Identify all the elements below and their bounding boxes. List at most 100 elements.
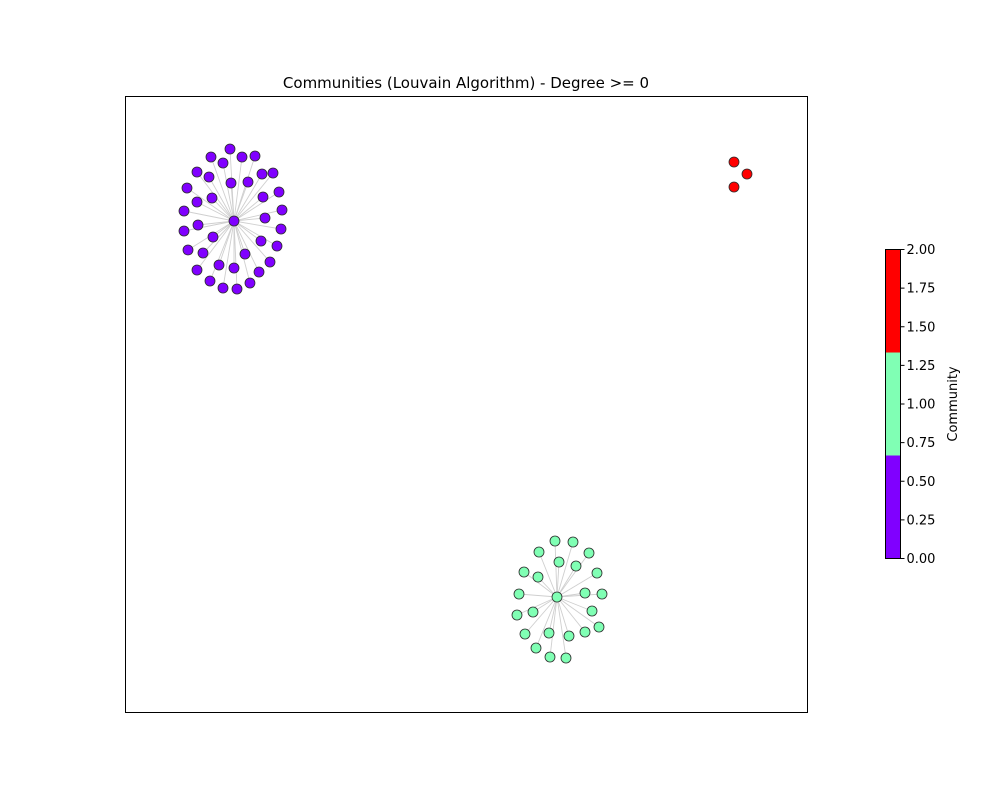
colorbar-bands	[885, 249, 901, 559]
community-2-node	[728, 181, 740, 193]
community-0-node	[217, 157, 229, 169]
community-1-edge	[538, 551, 558, 598]
community-0-edge	[210, 156, 235, 222]
community-1-node	[527, 606, 539, 618]
community-1-node	[530, 642, 542, 654]
community-0-edge	[197, 220, 235, 226]
colorbar-tick-label: 0.00	[907, 552, 936, 567]
community-1-node	[518, 566, 530, 578]
community-0-node	[259, 212, 271, 224]
community-0-edge	[209, 220, 235, 282]
community-0-node	[249, 150, 261, 162]
colorbar-ticks: 0.00 0.25 0.50 0.75 1.00 1.25 1.50 1.75 2.00	[900, 243, 936, 567]
community-1-node	[593, 621, 605, 633]
community-0-node	[275, 223, 287, 235]
community-0-node	[225, 177, 237, 189]
community-0-edge	[233, 173, 263, 222]
community-0-node	[182, 244, 194, 256]
community-0-edge	[230, 182, 235, 222]
community-1-edge	[556, 541, 574, 598]
community-0-node	[191, 264, 203, 276]
community-0-node	[191, 196, 203, 208]
community-0-edge	[233, 209, 283, 222]
figure-title: Communities (Louvain Algorithm) - Degree…	[283, 74, 649, 92]
community-0-node	[178, 225, 190, 237]
community-0-edge	[186, 187, 235, 222]
community-1-edge	[556, 552, 590, 598]
community-1-node	[579, 626, 591, 638]
community-0-node	[267, 167, 279, 179]
community-0-node	[206, 192, 218, 204]
community-1-edge	[549, 596, 558, 658]
community-1-edge	[556, 596, 570, 637]
community-0-node	[205, 151, 217, 163]
community-0-node	[264, 256, 276, 268]
community-2-node	[728, 156, 740, 168]
community-1-node	[579, 587, 591, 599]
community-0-node	[253, 266, 265, 278]
community-0-edge	[233, 220, 262, 242]
colorbar-label: Community	[946, 366, 961, 442]
community-0-node	[236, 151, 248, 163]
community-1-edge	[556, 596, 600, 628]
community-1-edge	[556, 572, 598, 598]
community-1-node	[563, 630, 575, 642]
community-1-edge	[554, 540, 558, 598]
community-1-node	[570, 560, 582, 572]
colorbar-tick-label: 0.75	[907, 436, 936, 451]
community-1-node	[596, 588, 608, 600]
community-0-edge	[233, 156, 243, 222]
plot-frame	[125, 96, 808, 713]
community-1-edge	[556, 596, 586, 633]
community-0-edge	[222, 220, 235, 289]
community-1-node	[591, 567, 603, 579]
community-0-edge	[233, 181, 249, 222]
community-0-edge	[208, 176, 235, 222]
community-1-edge	[524, 596, 558, 635]
community-0-node	[224, 143, 236, 155]
community-0-node	[203, 171, 215, 183]
community-0-node	[255, 235, 267, 247]
community-1-node	[560, 652, 572, 664]
node-layer	[178, 143, 753, 664]
community-1-node	[533, 546, 545, 558]
community-0-edge	[183, 210, 235, 222]
community-0-edge	[196, 220, 235, 271]
community-1-edge	[556, 596, 593, 612]
community-0-node	[276, 204, 288, 216]
community-0-node	[178, 205, 190, 217]
community-1-node	[511, 609, 523, 621]
community-1-node	[519, 628, 531, 640]
colorbar-band	[885, 455, 901, 559]
community-0-node	[242, 176, 254, 188]
community-1-edge	[523, 571, 558, 598]
community-1-edge	[556, 565, 577, 598]
community-2-node	[741, 168, 753, 180]
colorbar-tick-label: 1.00	[907, 398, 936, 413]
community-0-node	[191, 166, 203, 178]
community-0-node	[181, 182, 193, 194]
community-0-node	[256, 168, 268, 180]
community-0-node	[231, 283, 243, 295]
colorbar-tick-label: 1.75	[907, 282, 936, 297]
community-0-edge	[233, 220, 271, 263]
community-0-edge	[183, 220, 235, 232]
community-1-node	[583, 547, 595, 559]
community-0-node	[257, 191, 269, 203]
community-0-node	[228, 262, 240, 274]
community-0-node	[271, 240, 283, 252]
colorbar-band	[885, 352, 901, 456]
community-0-node	[197, 247, 209, 259]
community-0-node	[204, 275, 216, 287]
community-0-node	[207, 231, 219, 243]
community-0-edge	[233, 172, 274, 222]
community-0-node	[192, 219, 204, 231]
community-1-node	[544, 651, 556, 663]
community-1-edge	[516, 596, 558, 616]
colorbar-tick-label: 1.50	[907, 320, 936, 335]
community-0-edge	[233, 196, 264, 222]
community-0-edge	[233, 220, 238, 290]
colorbar-tick-label: 1.25	[907, 359, 936, 374]
community-0-node	[217, 282, 229, 294]
community-1-node	[532, 571, 544, 583]
